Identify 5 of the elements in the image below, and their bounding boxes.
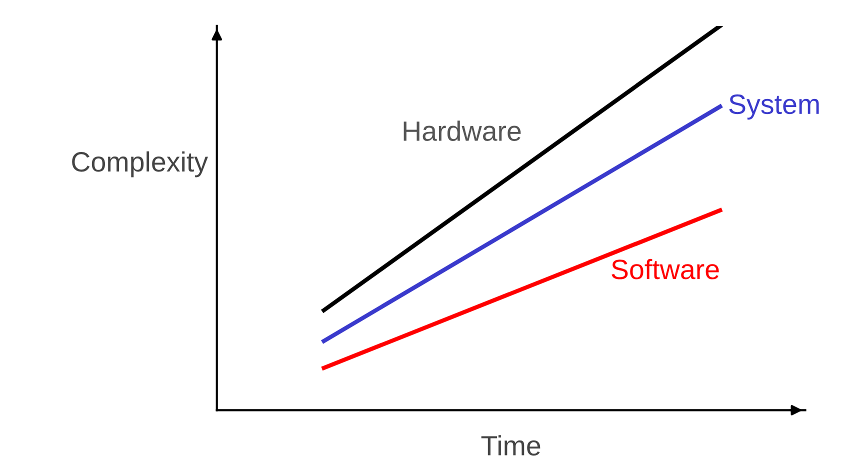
series-label: System — [729, 94, 819, 120]
y-axis-title: Complexity — [72, 151, 208, 178]
series-label: Hardware — [404, 120, 521, 141]
x-axis-title: Time — [481, 435, 540, 456]
series-label: Software — [612, 258, 719, 280]
